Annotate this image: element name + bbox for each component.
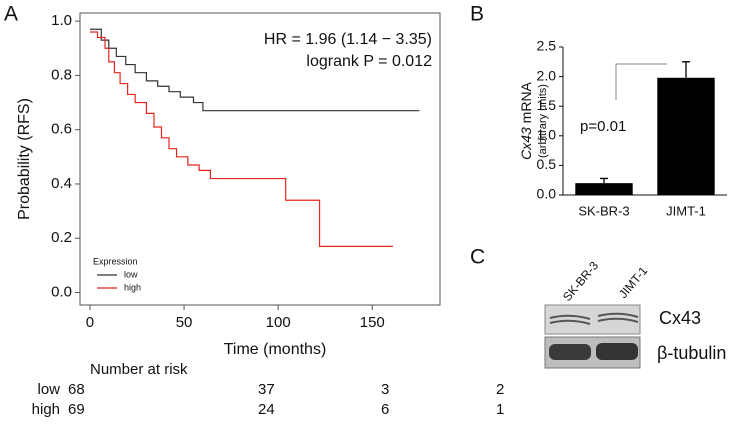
blot-band <box>596 343 638 360</box>
panel-label: C <box>470 246 485 269</box>
y-tick-label: 1.5 <box>537 97 557 113</box>
risk-count: 69 <box>68 401 85 418</box>
error-bar <box>682 61 690 78</box>
annotation: logrank P = 0.012 <box>306 53 432 70</box>
y-tick-label: 0.8 <box>51 66 72 83</box>
risk-count: 3 <box>381 381 389 398</box>
risk-row-name: low <box>37 381 60 398</box>
x-tick-label: 50 <box>176 314 193 331</box>
y-axis-sublabel: (arbitrary units) <box>537 84 549 158</box>
legend-label: low <box>124 269 138 279</box>
risk-count: 68 <box>68 381 85 398</box>
bar <box>575 183 633 195</box>
risk-count: 2 <box>496 381 504 398</box>
band-label: β-tubulin <box>657 343 726 363</box>
y-axis-label-unit: mRNA <box>518 81 534 123</box>
survival-curve <box>89 28 420 112</box>
lane-label: SK-BR-3 <box>560 258 601 304</box>
y-tick-label: 0.0 <box>51 283 72 300</box>
significance-bracket <box>615 63 667 100</box>
risk-count: 24 <box>258 401 275 418</box>
band-label: Cx43 <box>659 308 701 328</box>
y-axis-label: Cx43 mRNA <box>518 81 534 159</box>
legend-title: Expression <box>93 256 138 266</box>
y-tick-label: 0.2 <box>51 229 72 246</box>
lane-label: JIMT-1 <box>616 264 651 301</box>
bar <box>657 77 715 195</box>
risk-table-title: Number at risk <box>90 361 188 378</box>
y-axis-label-gene: Cx43 <box>518 127 534 160</box>
risk-count: 1 <box>496 401 504 418</box>
blot-band <box>549 344 591 360</box>
panel-label: B <box>470 3 484 26</box>
y-tick-label: 0.5 <box>537 156 557 172</box>
y-axis-label: Probability (RFS) <box>16 98 33 220</box>
blot-band <box>549 312 639 325</box>
x-tick-label: 100 <box>266 314 291 331</box>
y-tick-label: 2.0 <box>537 67 557 83</box>
risk-count: 37 <box>258 381 275 398</box>
y-tick-label: 0.0 <box>537 186 557 202</box>
y-tick-label: 0.6 <box>51 121 72 138</box>
y-tick-label: 0.4 <box>51 175 72 192</box>
risk-count: 6 <box>381 401 389 418</box>
panel-c: C SK-BR-3 JIMT-1 Cx43 β-tubulin <box>470 246 726 369</box>
legend-label: high <box>124 282 141 292</box>
survival-curve <box>89 31 393 247</box>
annotation: HR = 1.96 (1.14 − 3.35) <box>264 31 432 48</box>
y-tick-label: 1.0 <box>537 127 557 143</box>
annotation: p=0.01 <box>580 118 626 135</box>
x-axis-label: Time (months) <box>224 341 327 358</box>
y-tick-label: 1.0 <box>51 12 72 29</box>
plot-frame <box>79 12 441 306</box>
y-tick-label: 2.5 <box>537 38 557 54</box>
panel-label: A <box>4 3 18 26</box>
x-tick-label: 0 <box>86 314 94 331</box>
x-tick-label: JIMT-1 <box>666 203 706 218</box>
x-tick-label: SK-BR-3 <box>578 203 629 218</box>
risk-row-name: high <box>32 401 60 418</box>
x-tick-label: 150 <box>360 314 385 331</box>
error-bar <box>600 177 608 184</box>
